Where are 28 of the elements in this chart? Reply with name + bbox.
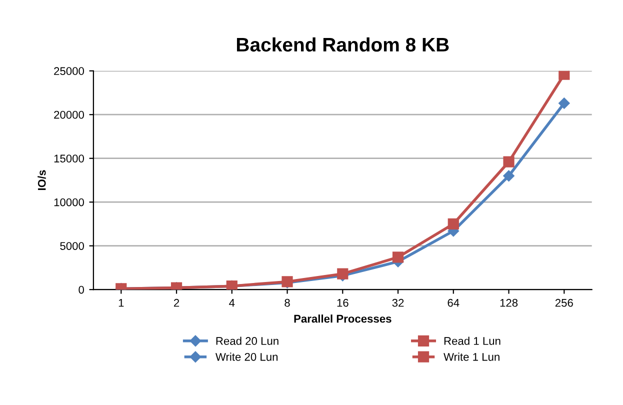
- y-tick-label: 20000: [54, 110, 84, 119]
- x-tick-label: 256: [555, 298, 573, 307]
- x-tick-label: 8: [284, 298, 290, 307]
- x-tick-label: 1: [118, 299, 124, 307]
- chart-title: Backend Random 8 KB: [236, 37, 449, 52]
- y-tick-label: 10000: [54, 198, 84, 206]
- y-tick-label: 5000: [60, 242, 84, 250]
- legend-label: Write 20 Lun: [215, 352, 278, 361]
- x-tick-label: 32: [392, 298, 404, 307]
- x-tick-label: 2: [174, 298, 180, 307]
- x-tick-label: 16: [337, 298, 348, 307]
- x-tick-label: 4: [229, 299, 235, 307]
- point: [448, 218, 459, 230]
- x-tick-label: 64: [448, 298, 460, 307]
- point: [558, 98, 570, 109]
- point: [503, 156, 514, 168]
- point: [392, 252, 404, 263]
- y-tick-label: 0: [78, 286, 84, 294]
- y-tick-label: 15000: [54, 154, 84, 162]
- legend-label: Read 20 Lun: [216, 336, 278, 345]
- y-axis-title: IO/s: [38, 170, 46, 190]
- x-tick-label: 128: [500, 298, 518, 307]
- point: [558, 70, 570, 80]
- legend-label: Write 1 Lun: [444, 352, 500, 361]
- y-tick-label: 25000: [54, 67, 84, 76]
- x-axis-title: Parallel Processes: [294, 314, 392, 323]
- point: [503, 170, 514, 182]
- legend-label: Read 1 Lun: [444, 336, 500, 345]
